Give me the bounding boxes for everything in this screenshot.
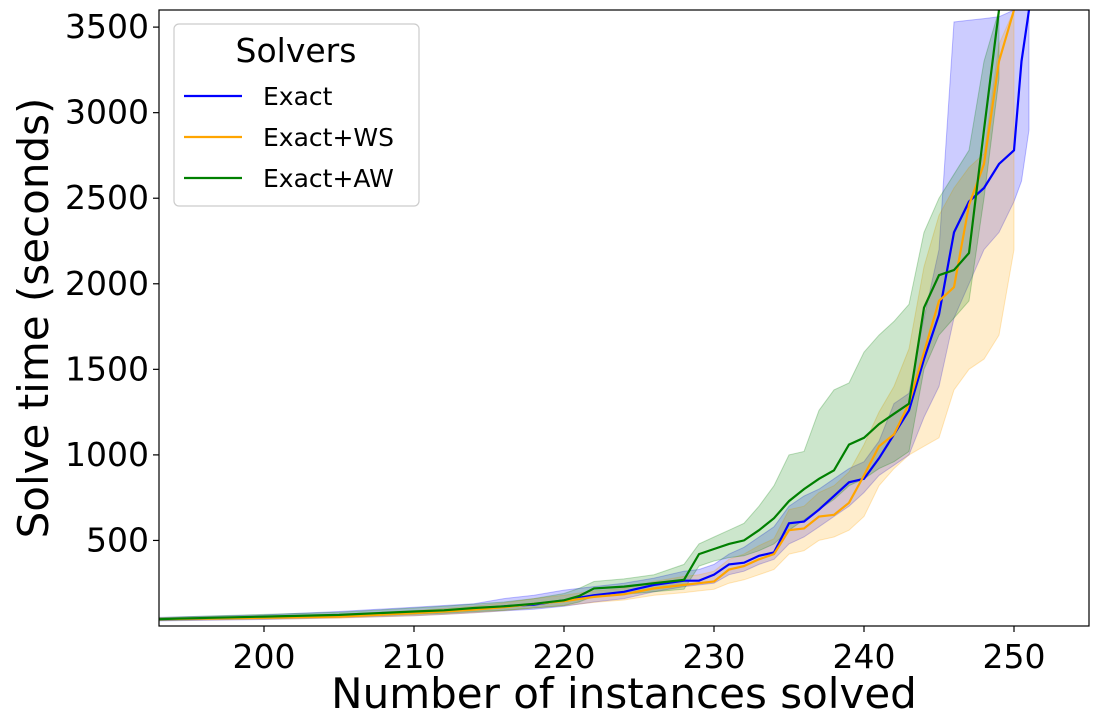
line-exact-ws	[159, 10, 1016, 621]
y-tick-label: 1500	[65, 349, 149, 388]
series-lines	[159, 10, 1031, 621]
plot-frame	[158, 9, 1090, 627]
band-exact	[159, 10, 1030, 622]
legend-label-exact: Exact	[263, 82, 333, 111]
x-tick-label: 200	[233, 637, 296, 676]
x-tick-label: 240	[833, 637, 896, 676]
y-tick-label: 1000	[65, 435, 149, 474]
y-tick-label: 3500	[65, 7, 149, 46]
y-tick-label: 2000	[65, 264, 149, 303]
y-axis: 500 1000 1500 2000 2500 3000 3500	[65, 7, 159, 559]
line-exact-aw	[159, 10, 1001, 621]
y-tick-label: 500	[86, 520, 149, 559]
x-tick-label: 210	[383, 637, 446, 676]
legend: Solvers Exact Exact+WS Exact+AW	[173, 23, 420, 207]
legend-label-exact-ws: Exact+WS	[263, 123, 394, 152]
y-tick-label: 3000	[65, 93, 149, 132]
legend-box	[173, 23, 420, 207]
x-tick-label: 250	[983, 637, 1046, 676]
x-axis-label: Number of instances solved	[331, 669, 917, 718]
x-tick-label: 220	[533, 637, 596, 676]
x-axis: 200 210 220 230 240 250	[233, 626, 1046, 676]
legend-label-exact-aw: Exact+AW	[263, 164, 394, 193]
legend-title: Solvers	[236, 31, 357, 70]
band-exact-ws	[159, 10, 1015, 622]
x-tick-label: 230	[683, 637, 746, 676]
y-axis-label: Solve time (seconds)	[9, 98, 58, 539]
y-tick-label: 2500	[65, 178, 149, 217]
